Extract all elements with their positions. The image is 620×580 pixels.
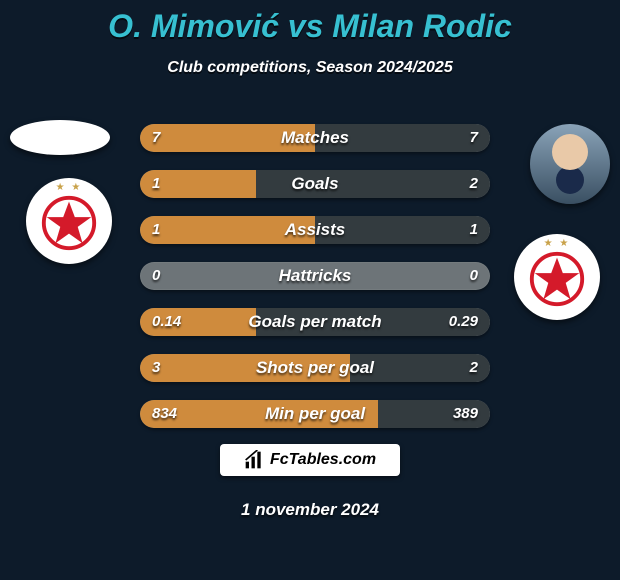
- player-left-avatar: [10, 120, 110, 155]
- stat-row: 00Hattricks: [140, 262, 490, 290]
- club-badge-right: ★ ★: [514, 234, 600, 320]
- club-stars-icon: ★ ★: [544, 238, 571, 249]
- chart-icon: [244, 450, 264, 470]
- stat-label: Min per goal: [140, 404, 490, 424]
- stat-row: 32Shots per goal: [140, 354, 490, 382]
- player-right-avatar: [530, 124, 610, 204]
- stat-label: Assists: [140, 220, 490, 240]
- stat-label: Goals per match: [140, 312, 490, 332]
- stat-row: 12Goals: [140, 170, 490, 198]
- stat-label: Shots per goal: [140, 358, 490, 378]
- brand-badge[interactable]: FcTables.com: [220, 444, 400, 476]
- club-badge-left: ★ ★: [26, 178, 112, 264]
- crvena-zvezda-icon: [38, 190, 100, 252]
- date-text: 1 november 2024: [0, 500, 620, 520]
- stat-label: Matches: [140, 128, 490, 148]
- stat-label: Goals: [140, 174, 490, 194]
- comparison-card: O. Mimović vs Milan Rodic Club competiti…: [0, 0, 620, 580]
- page-subtitle: Club competitions, Season 2024/2025: [0, 59, 620, 77]
- stat-row: 0.140.29Goals per match: [140, 308, 490, 336]
- stat-row: 77Matches: [140, 124, 490, 152]
- club-stars-icon: ★ ★: [56, 182, 83, 193]
- crvena-zvezda-icon: [526, 246, 588, 308]
- brand-text: FcTables.com: [270, 451, 376, 469]
- stat-label: Hattricks: [140, 266, 490, 286]
- stats-container: 77Matches 12Goals 11Assists 00Hattricks 0.14…: [140, 124, 490, 446]
- stat-row: 11Assists: [140, 216, 490, 244]
- stat-row: 834389Min per goal: [140, 400, 490, 428]
- page-title: O. Mimović vs Milan Rodic: [0, 0, 620, 45]
